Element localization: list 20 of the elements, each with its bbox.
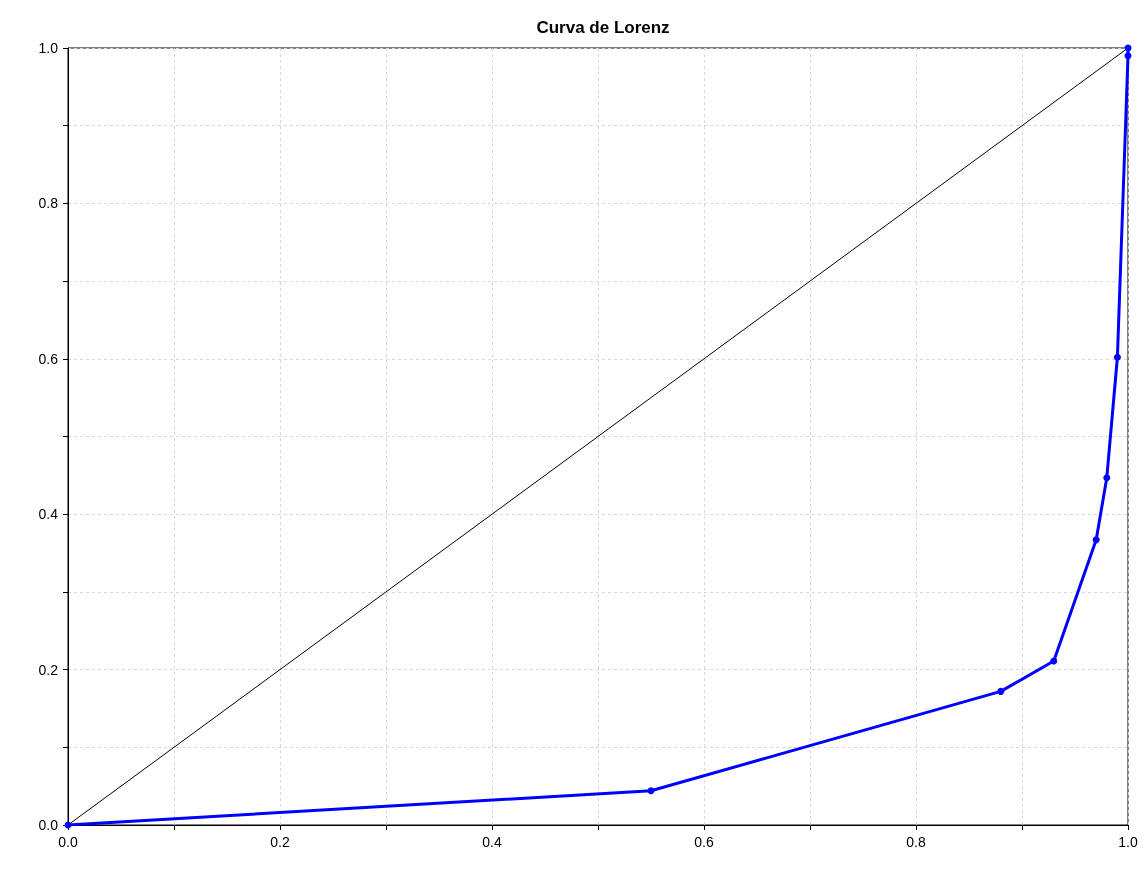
point bbox=[1113, 353, 1121, 361]
chart-title: Curva de Lorenz bbox=[536, 18, 670, 37]
x-tick-label: 1.0 bbox=[1118, 834, 1138, 850]
point bbox=[1092, 536, 1100, 544]
point bbox=[1050, 657, 1058, 665]
y-tick-label: 0.0 bbox=[38, 817, 59, 833]
y-tick-label: 0.4 bbox=[38, 506, 59, 523]
x-tick-label: 0.6 bbox=[694, 834, 714, 850]
x-tick-label: 0.0 bbox=[58, 834, 78, 850]
y-tick-label: 0.2 bbox=[38, 661, 59, 678]
point bbox=[997, 687, 1005, 695]
x-tick-label: 0.8 bbox=[906, 834, 926, 850]
y-tick-label: 0.6 bbox=[38, 350, 59, 367]
point bbox=[647, 787, 655, 795]
x-tick-label: 0.2 bbox=[270, 834, 290, 850]
x-tick-label: 0.4 bbox=[482, 834, 502, 850]
point bbox=[1103, 474, 1111, 482]
point bbox=[1124, 52, 1132, 60]
y-tick-label: 0.8 bbox=[38, 195, 59, 212]
y-tick-label: 1.0 bbox=[38, 40, 59, 56]
